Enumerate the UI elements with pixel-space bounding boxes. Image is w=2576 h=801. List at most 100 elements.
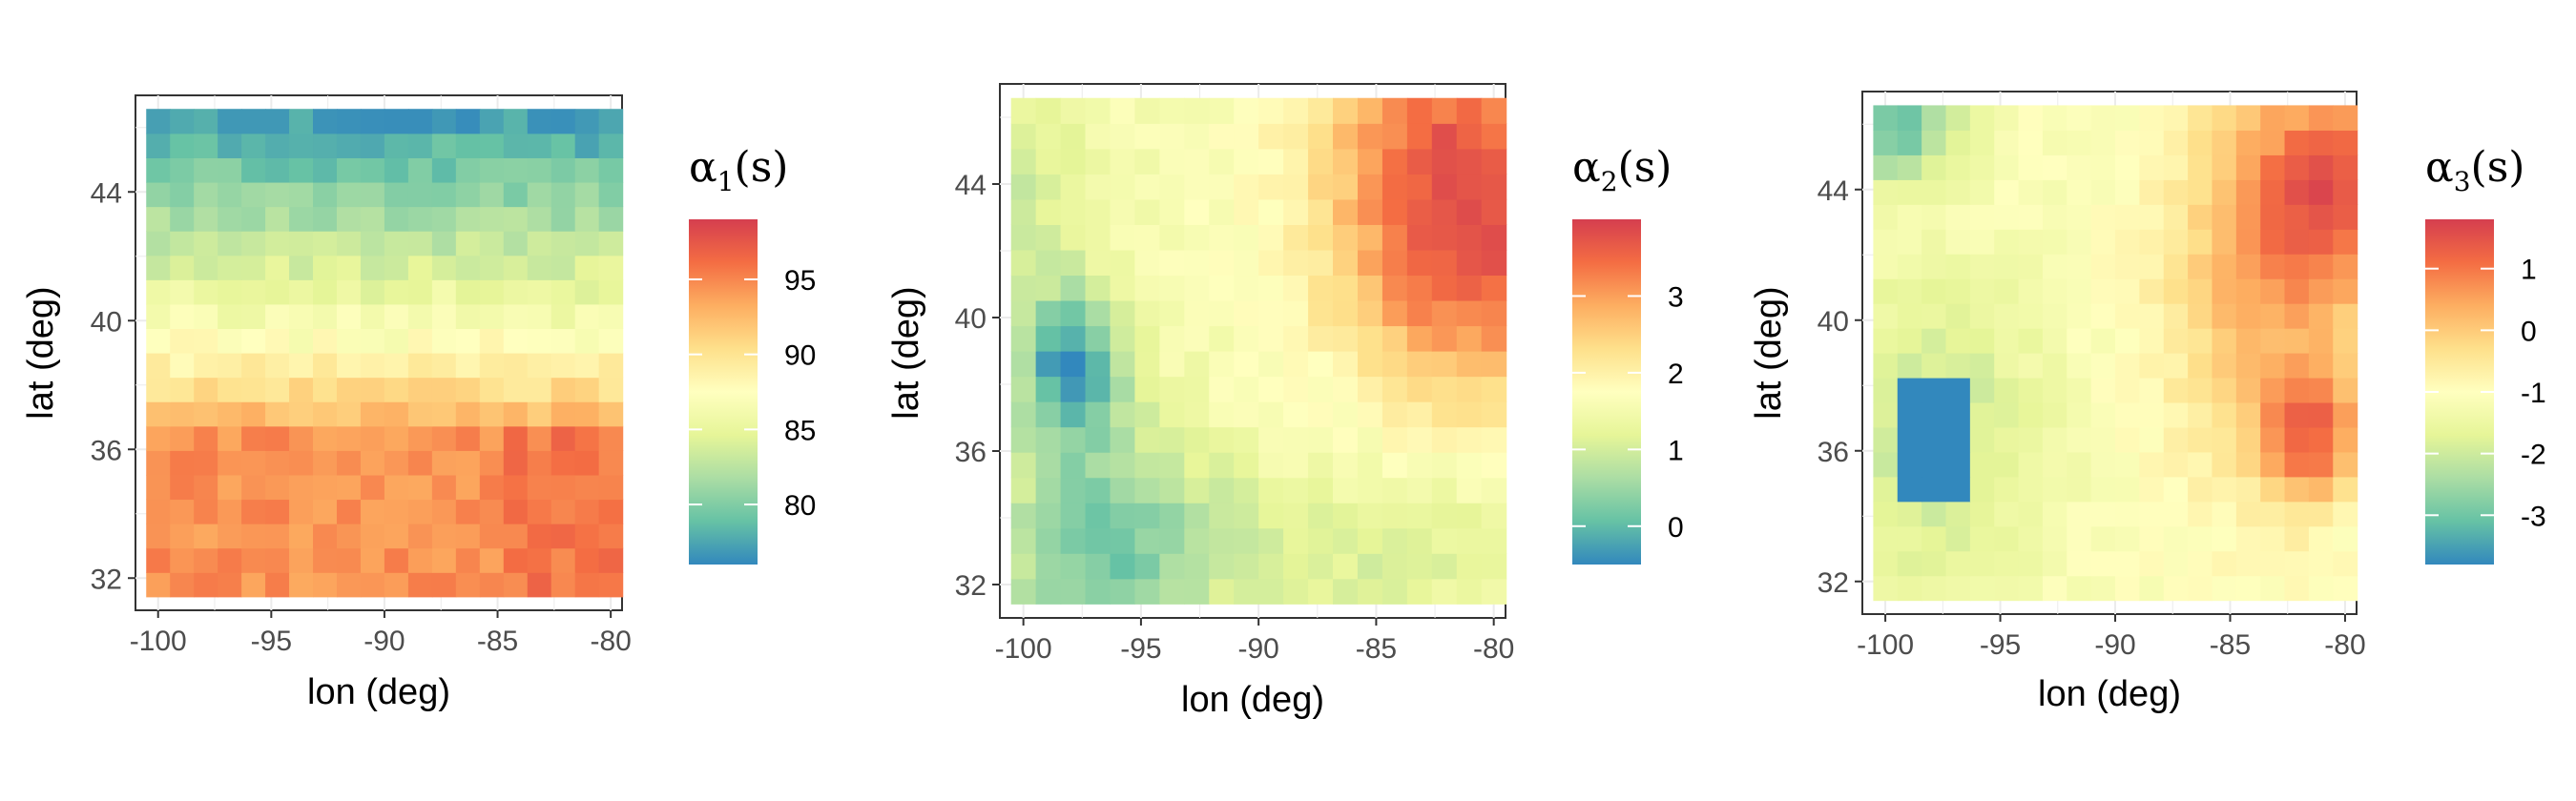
- heatmap-cell: [407, 231, 433, 257]
- heatmap-cell: [1209, 376, 1235, 402]
- heatmap-cell: [503, 328, 529, 354]
- heatmap-cell: [2235, 525, 2261, 552]
- heatmap-cell: [2042, 476, 2067, 503]
- heatmap-cell: [1234, 401, 1259, 428]
- heatmap-cell: [2284, 229, 2310, 255]
- heatmap-cell: [1110, 97, 1136, 124]
- heatmap-cell: [2139, 476, 2165, 503]
- heatmap-cell: [146, 157, 171, 183]
- heatmap-cell: [479, 328, 505, 354]
- heatmap-cell: [455, 450, 481, 476]
- heatmap-cell: [265, 353, 290, 379]
- heatmap-cell: [1381, 503, 1408, 529]
- heatmap-cell: [1994, 575, 2020, 602]
- heatmap-cell: [1209, 401, 1235, 428]
- heatmap-cell: [2284, 426, 2310, 453]
- heatmap-cell: [1159, 376, 1185, 402]
- heatmap-cell: [1060, 527, 1087, 554]
- heatmap-cell: [170, 303, 195, 330]
- heatmap-cell: [146, 547, 171, 573]
- heatmap-cell: [1897, 229, 1922, 255]
- heatmap-cell: [289, 303, 314, 330]
- heatmap-cells-3: [1873, 105, 2358, 602]
- heatmap-cell: [2235, 550, 2261, 577]
- heatmap-cell: [146, 450, 171, 476]
- heatmap-cell: [194, 474, 218, 501]
- heatmap-cell: [2188, 451, 2213, 478]
- heatmap-cell: [146, 377, 171, 402]
- heatmap-cell: [2115, 451, 2140, 478]
- heatmap-cell: [2090, 278, 2116, 304]
- heatmap-cell: [1258, 426, 1284, 453]
- heatmap-cell: [2042, 575, 2067, 602]
- heatmap-cell: [1406, 275, 1433, 301]
- heatmap-cell: [1234, 148, 1259, 175]
- heatmap-cell: [1481, 224, 1507, 251]
- heatmap-cell: [2235, 575, 2261, 602]
- heatmap-cell: [1406, 224, 1433, 251]
- heatmap-cell: [2188, 525, 2213, 552]
- heatmap-cell: [218, 279, 242, 305]
- heatmap-cell: [574, 425, 600, 451]
- colorbar-tick-label: 95: [784, 265, 816, 297]
- heatmap-cell: [1333, 299, 1359, 327]
- heatmap-cell: [503, 450, 529, 476]
- heatmap-cell: [265, 303, 290, 330]
- heatmap-cell: [1134, 401, 1160, 428]
- heatmap-cell: [1258, 376, 1284, 402]
- heatmap-cell: [1283, 174, 1309, 200]
- heatmap-cell: [574, 181, 600, 208]
- heatmap-cell: [265, 474, 290, 501]
- heatmap-cell: [384, 499, 409, 524]
- heatmap-cell: [431, 474, 457, 501]
- heatmap-cell: [170, 572, 195, 598]
- heatmap-cell: [1456, 376, 1483, 402]
- heatmap-cell: [1969, 130, 1995, 155]
- colorbar-title-2: α2(s): [1572, 143, 1672, 197]
- heatmap-cell: [384, 303, 409, 330]
- heatmap-cell: [2115, 353, 2140, 379]
- heatmap-cell: [503, 353, 529, 379]
- heatmap-cell: [1357, 376, 1383, 402]
- heatmap-cell: [1922, 278, 1947, 304]
- heatmap-cell: [551, 206, 576, 232]
- heatmap-cell: [360, 328, 385, 354]
- heatmap-cell: [1184, 351, 1210, 378]
- heatmap-cell: [2115, 426, 2140, 453]
- heatmap-cell: [2284, 204, 2310, 230]
- heatmap-cell: [1381, 325, 1408, 352]
- heatmap-cell: [1184, 148, 1210, 175]
- heatmap-cell: [1456, 325, 1483, 352]
- heatmap-cell: [146, 279, 171, 305]
- heatmap-cell: [1234, 376, 1259, 402]
- heatmap-cell: [194, 133, 218, 158]
- heatmap-cell: [1159, 426, 1185, 453]
- heatmap-cell: [2212, 451, 2237, 478]
- heatmap-cell: [2308, 426, 2334, 453]
- heatmap-cell: [1873, 328, 1899, 354]
- heatmap-cell: [1209, 275, 1235, 301]
- heatmap-cell: [1945, 377, 1971, 403]
- heatmap-cell: [1134, 249, 1160, 277]
- heatmap-cell: [1873, 229, 1899, 255]
- heatmap-cell: [574, 474, 600, 501]
- heatmap-cell: [1010, 452, 1037, 479]
- heatmap-cell: [431, 401, 457, 427]
- heatmap-cell: [2139, 303, 2165, 329]
- heatmap-cell: [574, 303, 600, 330]
- heatmap-cell: [2090, 451, 2116, 478]
- heatmap-cell: [2139, 204, 2165, 230]
- heatmap-cell: [2067, 525, 2092, 552]
- heatmap-cell: [218, 547, 242, 573]
- heatmap-cell: [146, 181, 171, 208]
- heatmap-cell: [336, 547, 362, 573]
- heatmap-cell: [1085, 198, 1111, 225]
- heatmap-cell: [2188, 204, 2213, 230]
- heatmap-cell: [2260, 278, 2286, 304]
- heatmap-cell: [2188, 328, 2213, 354]
- heatmap-cell: [313, 572, 338, 598]
- heatmap-cell: [336, 524, 362, 549]
- heatmap-cell: [2212, 105, 2237, 131]
- heatmap-cell: [1431, 578, 1458, 605]
- heatmap-cell: [2018, 154, 2044, 180]
